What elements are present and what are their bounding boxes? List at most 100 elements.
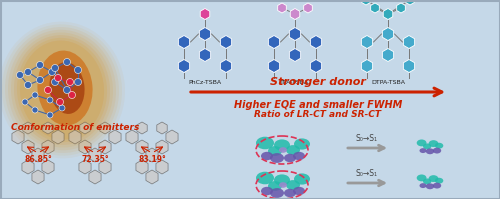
Circle shape xyxy=(52,64,59,71)
Ellipse shape xyxy=(286,180,300,190)
Polygon shape xyxy=(79,160,91,174)
Circle shape xyxy=(32,92,38,98)
Text: DTPA-TSBA: DTPA-TSBA xyxy=(371,81,405,86)
Ellipse shape xyxy=(38,51,92,125)
Ellipse shape xyxy=(420,148,426,153)
Polygon shape xyxy=(43,122,53,134)
Text: S₀→S₁: S₀→S₁ xyxy=(356,169,378,178)
Circle shape xyxy=(44,87,52,94)
Polygon shape xyxy=(404,35,414,49)
Ellipse shape xyxy=(270,188,284,198)
Ellipse shape xyxy=(294,173,310,185)
Polygon shape xyxy=(362,35,372,49)
Text: TPA-TSBA: TPA-TSBA xyxy=(280,81,310,86)
Polygon shape xyxy=(99,160,111,174)
Polygon shape xyxy=(220,35,232,49)
Polygon shape xyxy=(268,60,280,72)
Text: Higher EQE and smaller FWHM: Higher EQE and smaller FWHM xyxy=(234,100,402,110)
Ellipse shape xyxy=(435,143,444,149)
Polygon shape xyxy=(42,160,54,174)
Ellipse shape xyxy=(433,183,441,188)
Polygon shape xyxy=(157,122,167,134)
Polygon shape xyxy=(146,148,158,162)
Polygon shape xyxy=(200,9,210,20)
Polygon shape xyxy=(137,122,147,134)
Circle shape xyxy=(74,78,82,86)
Ellipse shape xyxy=(426,148,434,154)
Ellipse shape xyxy=(293,187,305,195)
Text: 83.19°: 83.19° xyxy=(138,155,166,165)
Ellipse shape xyxy=(279,147,287,153)
Ellipse shape xyxy=(14,35,110,145)
Ellipse shape xyxy=(50,62,84,114)
Ellipse shape xyxy=(2,24,122,156)
Circle shape xyxy=(56,99,64,105)
Ellipse shape xyxy=(416,175,426,181)
Polygon shape xyxy=(99,140,111,154)
Ellipse shape xyxy=(284,189,296,197)
Polygon shape xyxy=(109,130,121,144)
Ellipse shape xyxy=(261,187,273,195)
Polygon shape xyxy=(220,60,232,72)
Ellipse shape xyxy=(284,154,296,162)
Ellipse shape xyxy=(293,152,305,160)
Polygon shape xyxy=(406,0,414,5)
Circle shape xyxy=(59,105,65,111)
Polygon shape xyxy=(146,170,158,184)
Circle shape xyxy=(36,61,44,68)
Circle shape xyxy=(22,99,28,105)
Polygon shape xyxy=(100,122,110,134)
Polygon shape xyxy=(268,35,280,49)
Polygon shape xyxy=(156,160,168,174)
Polygon shape xyxy=(32,170,44,184)
Ellipse shape xyxy=(426,183,434,189)
Ellipse shape xyxy=(428,175,438,182)
Polygon shape xyxy=(290,9,300,20)
Polygon shape xyxy=(136,140,148,154)
Polygon shape xyxy=(52,130,64,144)
Polygon shape xyxy=(310,35,322,49)
Circle shape xyxy=(74,66,82,73)
Ellipse shape xyxy=(423,179,432,184)
Ellipse shape xyxy=(268,181,282,191)
Text: PhCz-TSBA: PhCz-TSBA xyxy=(188,81,222,86)
FancyArrowPatch shape xyxy=(191,88,442,96)
Ellipse shape xyxy=(270,153,284,163)
Ellipse shape xyxy=(420,183,426,188)
Polygon shape xyxy=(404,60,414,72)
Circle shape xyxy=(48,68,56,75)
Ellipse shape xyxy=(256,137,274,149)
Polygon shape xyxy=(370,3,380,13)
Circle shape xyxy=(64,87,70,94)
Polygon shape xyxy=(126,130,138,144)
Polygon shape xyxy=(382,49,394,61)
Polygon shape xyxy=(200,27,210,41)
Polygon shape xyxy=(80,122,90,134)
Polygon shape xyxy=(79,140,91,154)
Text: Stronger donor: Stronger donor xyxy=(270,77,366,87)
Circle shape xyxy=(47,112,53,118)
Ellipse shape xyxy=(416,139,426,146)
Ellipse shape xyxy=(268,146,282,156)
Polygon shape xyxy=(290,49,300,61)
Polygon shape xyxy=(136,160,148,174)
Polygon shape xyxy=(32,148,44,162)
Polygon shape xyxy=(200,49,210,61)
Text: 86.85°: 86.85° xyxy=(24,155,52,165)
Ellipse shape xyxy=(433,148,441,154)
Polygon shape xyxy=(22,160,34,174)
Text: Conformation of emitters: Conformation of emitters xyxy=(11,123,139,132)
Ellipse shape xyxy=(5,27,119,153)
Ellipse shape xyxy=(294,138,310,150)
Circle shape xyxy=(24,68,32,75)
Circle shape xyxy=(36,76,44,84)
Polygon shape xyxy=(396,3,406,13)
Circle shape xyxy=(54,74,62,82)
Polygon shape xyxy=(166,130,178,144)
Circle shape xyxy=(66,78,73,86)
Circle shape xyxy=(52,78,59,86)
Ellipse shape xyxy=(423,143,432,149)
Polygon shape xyxy=(12,130,24,144)
Polygon shape xyxy=(362,0,370,5)
Circle shape xyxy=(68,92,75,99)
